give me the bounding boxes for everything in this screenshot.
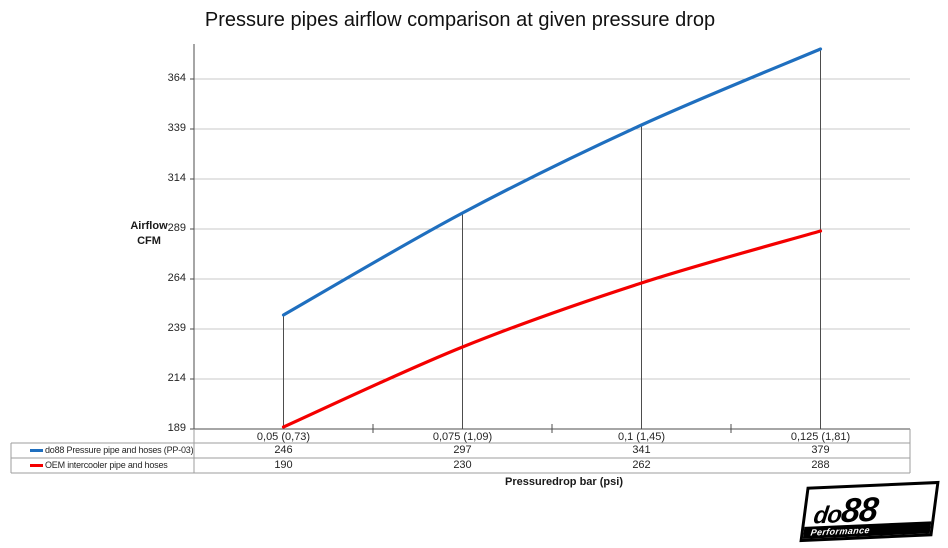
legend-key-line (30, 464, 43, 467)
category-label: 0,075 (1,09) (432, 431, 493, 443)
chart-title: Pressure pipes airflow comparison at giv… (204, 9, 716, 31)
table-value: 190 (274, 459, 293, 471)
y-tick-label: 314 (167, 172, 186, 184)
table-value: 262 (632, 459, 651, 471)
y-tick-label: 364 (167, 72, 186, 84)
legend-key-line (30, 449, 43, 452)
y-tick-label: 189 (167, 422, 186, 434)
y-tick-label: 264 (167, 272, 186, 284)
y-tick-label: 339 (167, 122, 186, 134)
y-axis-title: Airflow CFM (130, 220, 168, 247)
y-tick-label: 214 (167, 372, 186, 384)
table-value: 230 (453, 459, 472, 471)
legend-series-label: do88 Pressure pipe and hoses (PP-03) (45, 445, 194, 455)
y-tick-label: 239 (167, 322, 186, 334)
x-axis-title: Pressuredrop bar (psi) (505, 476, 623, 488)
category-label: 0,05 (0,73) (256, 431, 311, 443)
table-value: 379 (811, 444, 830, 456)
legend-series-label: OEM intercooler pipe and hoses (45, 460, 168, 470)
table-value: 341 (632, 444, 651, 456)
do88-logo: do88 Performance (799, 480, 940, 543)
category-label: 0,1 (1,45) (617, 431, 666, 443)
category-label: 0,125 (1,81) (790, 431, 851, 443)
table-value: 297 (453, 444, 472, 456)
y-tick-label: 289 (167, 222, 186, 234)
table-value: 246 (274, 444, 293, 456)
table-value: 288 (811, 459, 830, 471)
